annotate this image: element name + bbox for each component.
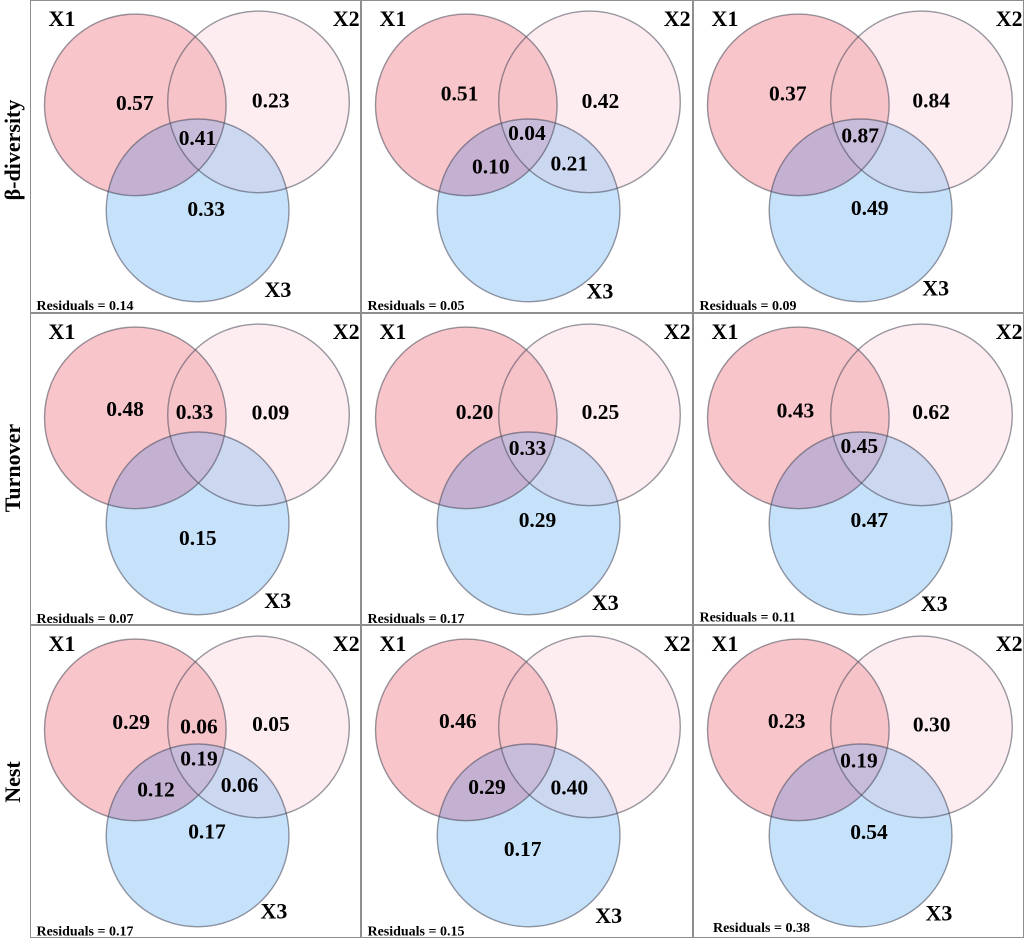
svg-text:0.57: 0.57 [116, 91, 154, 115]
svg-text:0.42: 0.42 [582, 89, 620, 113]
svg-text:0.17: 0.17 [504, 837, 542, 861]
svg-text:X2: X2 [664, 6, 691, 31]
svg-text:X3: X3 [921, 591, 948, 616]
svg-text:X2: X2 [995, 631, 1022, 656]
svg-text:X3: X3 [587, 278, 614, 303]
svg-text:X1: X1 [380, 6, 407, 31]
svg-text:X2: X2 [664, 318, 691, 343]
svg-text:X3: X3 [596, 903, 623, 928]
svg-text:X3: X3 [264, 587, 291, 612]
svg-text:0.47: 0.47 [850, 508, 888, 532]
svg-text:0.10: 0.10 [472, 154, 510, 178]
svg-text:X2: X2 [995, 318, 1022, 343]
svg-text:X3: X3 [922, 275, 949, 300]
svg-text:0.21: 0.21 [551, 151, 589, 175]
svg-text:0.29: 0.29 [469, 775, 507, 799]
svg-text:Residuals = 0.07: Residuals = 0.07 [37, 612, 134, 626]
svg-text:0.45: 0.45 [840, 434, 878, 458]
svg-text:0.51: 0.51 [441, 82, 479, 106]
svg-text:0.05: 0.05 [252, 712, 290, 736]
svg-text:0.15: 0.15 [179, 525, 217, 549]
svg-text:0.43: 0.43 [776, 398, 814, 422]
svg-text:0.54: 0.54 [850, 820, 888, 844]
svg-text:Residuals = 0.17: Residuals = 0.17 [368, 612, 465, 626]
svg-text:0.29: 0.29 [112, 710, 150, 734]
svg-text:0.40: 0.40 [551, 776, 589, 800]
svg-text:X1: X1 [49, 318, 76, 343]
svg-text:0.49: 0.49 [851, 196, 889, 220]
svg-text:0.06: 0.06 [221, 773, 259, 797]
svg-text:X2: X2 [333, 6, 360, 31]
svg-text:0.62: 0.62 [912, 400, 950, 424]
svg-text:X3: X3 [260, 899, 287, 924]
svg-text:Residuals = 0.09: Residuals = 0.09 [699, 299, 796, 313]
svg-text:0.19: 0.19 [180, 747, 218, 771]
svg-text:X3: X3 [264, 277, 291, 302]
svg-text:X2: X2 [333, 318, 360, 343]
svg-text:X1: X1 [380, 631, 407, 656]
svg-text:X3: X3 [592, 590, 619, 615]
svg-text:0.17: 0.17 [188, 820, 226, 844]
svg-text:0.25: 0.25 [582, 400, 620, 424]
svg-text:0.12: 0.12 [137, 778, 175, 802]
svg-text:Residuals = 0.05: Residuals = 0.05 [368, 299, 465, 313]
svg-text:Residuals = 0.17: Residuals = 0.17 [37, 925, 134, 939]
svg-text:X1: X1 [711, 318, 738, 343]
svg-text:0.29: 0.29 [519, 508, 557, 532]
svg-text:0.06: 0.06 [180, 715, 218, 739]
svg-text:X2: X2 [333, 631, 360, 656]
svg-text:X2: X2 [664, 631, 691, 656]
svg-text:X2: X2 [995, 6, 1022, 31]
svg-text:X1: X1 [711, 6, 738, 31]
svg-text:Residuals = 0.38: Residuals = 0.38 [713, 921, 810, 936]
svg-text:0.48: 0.48 [106, 397, 144, 421]
svg-text:0.46: 0.46 [439, 709, 477, 733]
svg-text:0.30: 0.30 [913, 713, 951, 737]
svg-text:0.33: 0.33 [176, 400, 214, 424]
svg-text:0.23: 0.23 [768, 709, 806, 733]
svg-text:0.84: 0.84 [912, 89, 950, 113]
svg-text:0.23: 0.23 [252, 88, 290, 112]
svg-text:X1: X1 [711, 631, 738, 656]
svg-text:Residuals = 0.15: Residuals = 0.15 [368, 925, 465, 939]
svg-text:X1: X1 [49, 6, 76, 31]
svg-text:Residuals = 0.14: Residuals = 0.14 [37, 299, 134, 313]
svg-text:0.87: 0.87 [841, 124, 879, 148]
svg-text:0.37: 0.37 [769, 81, 807, 105]
svg-text:X1: X1 [49, 631, 76, 656]
svg-text:0.41: 0.41 [179, 126, 217, 150]
svg-text:X3: X3 [925, 901, 952, 926]
svg-text:0.33: 0.33 [509, 436, 547, 460]
svg-text:0.33: 0.33 [187, 197, 225, 221]
svg-text:0.19: 0.19 [840, 749, 878, 773]
svg-text:0.09: 0.09 [252, 400, 290, 424]
svg-text:0.04: 0.04 [508, 121, 546, 145]
svg-text:X1: X1 [380, 318, 407, 343]
svg-text:0.20: 0.20 [456, 400, 494, 424]
svg-text:Residuals = 0.11: Residuals = 0.11 [699, 610, 795, 625]
